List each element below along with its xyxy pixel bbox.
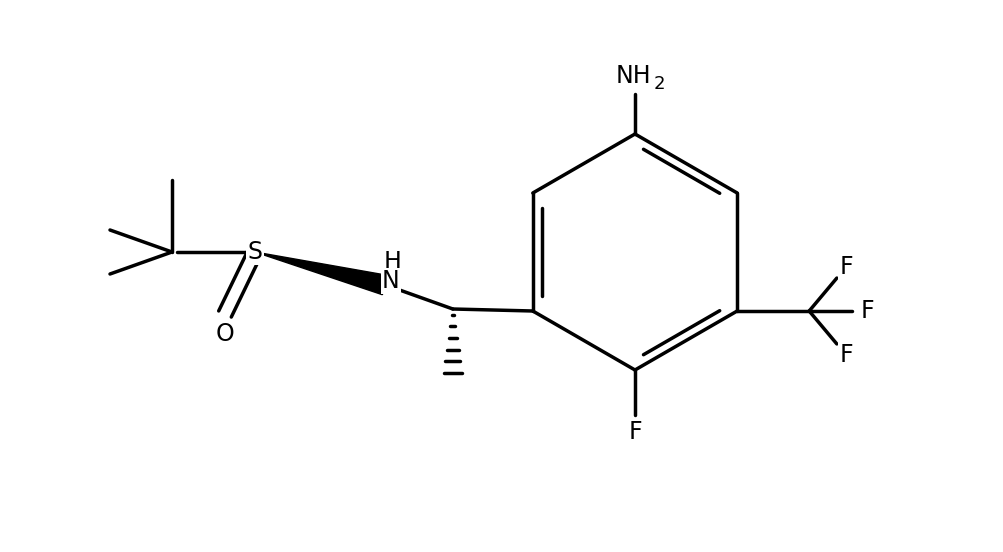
Text: O: O	[216, 322, 234, 346]
Text: H: H	[383, 250, 401, 274]
Text: NH: NH	[615, 64, 650, 88]
Text: N: N	[381, 269, 399, 293]
Text: F: F	[839, 254, 853, 279]
Text: 2: 2	[653, 75, 664, 93]
Text: F: F	[839, 343, 853, 368]
Polygon shape	[255, 252, 387, 295]
Text: S: S	[248, 240, 262, 264]
Text: F: F	[860, 299, 874, 323]
Text: F: F	[628, 420, 641, 444]
